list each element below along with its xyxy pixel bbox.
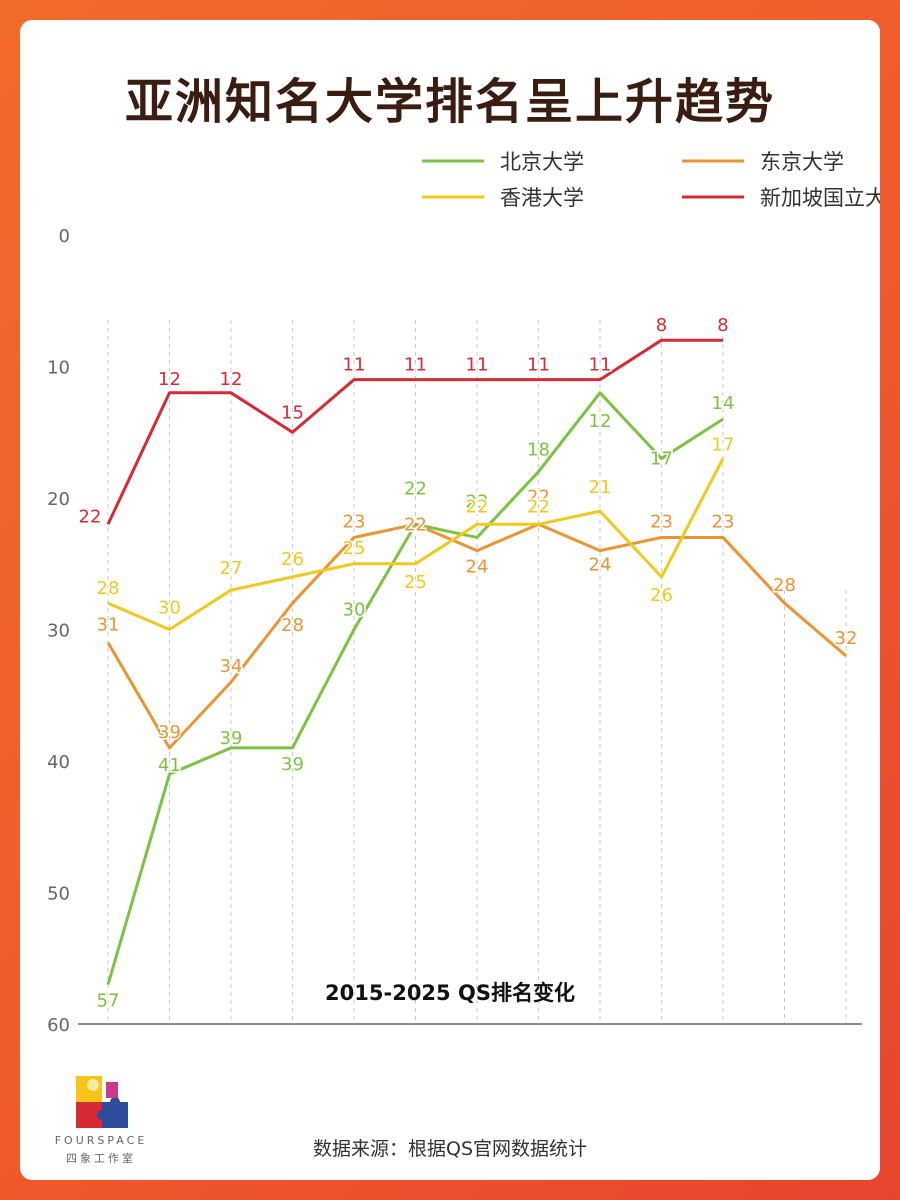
data-label: 17 <box>712 435 735 456</box>
brand-name: FOURSPACE <box>54 1134 148 1147</box>
card: 亚洲知名大学排名呈上升趋势 0 10 20 30 40 50 60 57 41 39 39 30 22… <box>20 20 880 1180</box>
data-label: 22 <box>404 478 427 499</box>
data-label: 22 <box>527 496 550 517</box>
data-label: 25 <box>404 572 427 593</box>
data-label: 22 <box>466 496 489 517</box>
data-label: 8 <box>656 315 667 336</box>
data-label: 27 <box>220 558 243 579</box>
legend-item: 东京大学 <box>682 150 844 174</box>
data-label: 32 <box>835 628 858 649</box>
y-tick-label: 20 <box>47 489 70 510</box>
series-line <box>106 338 723 525</box>
y-axis: 0 10 20 30 40 50 60 <box>47 226 862 1036</box>
data-label: 26 <box>281 549 304 570</box>
data-label: 22 <box>79 506 102 527</box>
y-tick-label: 0 <box>59 226 70 247</box>
data-label: 28 <box>773 575 796 596</box>
data-label: 41 <box>158 755 181 776</box>
data-label: 12 <box>589 411 612 432</box>
y-tick-label: 30 <box>47 621 70 642</box>
chart-title: 2015-2025 QS排名变化 <box>325 981 575 1005</box>
data-label: 15 <box>281 402 304 423</box>
data-source: 数据来源：根据QS官网数据统计 <box>312 1138 588 1160</box>
y-tick-label: 60 <box>47 1015 70 1036</box>
data-label: 26 <box>650 585 673 606</box>
data-label: 11 <box>527 355 550 376</box>
legend-label: 北京大学 <box>500 150 584 174</box>
gridlines <box>107 320 847 1024</box>
data-label: 23 <box>466 491 489 512</box>
data-label: 8 <box>717 315 728 336</box>
y-tick-label: 40 <box>47 752 70 773</box>
data-label: 18 <box>527 440 550 461</box>
legend-label: 东京大学 <box>760 150 844 174</box>
data-label: 21 <box>589 477 612 498</box>
data-label: 23 <box>650 511 673 532</box>
series-line <box>106 522 847 750</box>
data-label: 24 <box>589 555 612 576</box>
legend-item: 北京大学 <box>422 150 584 174</box>
data-label: 31 <box>97 615 120 636</box>
data-label: 23 <box>712 511 735 532</box>
data-label: 22 <box>404 514 427 535</box>
y-tick-label: 10 <box>47 358 70 379</box>
data-label: 11 <box>466 355 489 376</box>
legend-label: 香港大学 <box>500 186 584 210</box>
data-label: 57 <box>97 991 120 1012</box>
data-label: 25 <box>343 538 366 559</box>
legend-item: 新加坡国立大学 <box>682 186 880 210</box>
data-label: 39 <box>281 754 304 775</box>
data-label: 11 <box>404 355 427 376</box>
data-label: 11 <box>589 355 612 376</box>
data-label: 24 <box>466 557 489 578</box>
page-title: 亚洲知名大学排名呈上升趋势 <box>124 74 775 130</box>
data-label: 12 <box>158 369 181 390</box>
data-label: 39 <box>220 728 243 749</box>
legend-item: 香港大学 <box>422 186 584 210</box>
data-label: 23 <box>343 511 366 532</box>
data-label: 30 <box>343 600 366 621</box>
puzzle-logo-icon <box>76 1076 128 1128</box>
brand-subtitle: 四象工作室 <box>66 1152 136 1165</box>
data-label: 12 <box>220 369 243 390</box>
data-label: 14 <box>712 393 735 414</box>
y-tick-label: 50 <box>47 884 70 905</box>
data-label: 30 <box>158 598 181 619</box>
series-line <box>107 457 725 631</box>
data-label: 28 <box>97 578 120 599</box>
series-lines <box>106 338 847 985</box>
data-label: 22 <box>527 486 550 507</box>
data-label: 39 <box>158 722 181 743</box>
data-label: 11 <box>343 355 366 376</box>
data-label: 28 <box>281 615 304 636</box>
legend-label: 新加坡国立大学 <box>760 186 880 210</box>
data-label: 34 <box>220 656 243 677</box>
data-label: 17 <box>650 449 673 470</box>
